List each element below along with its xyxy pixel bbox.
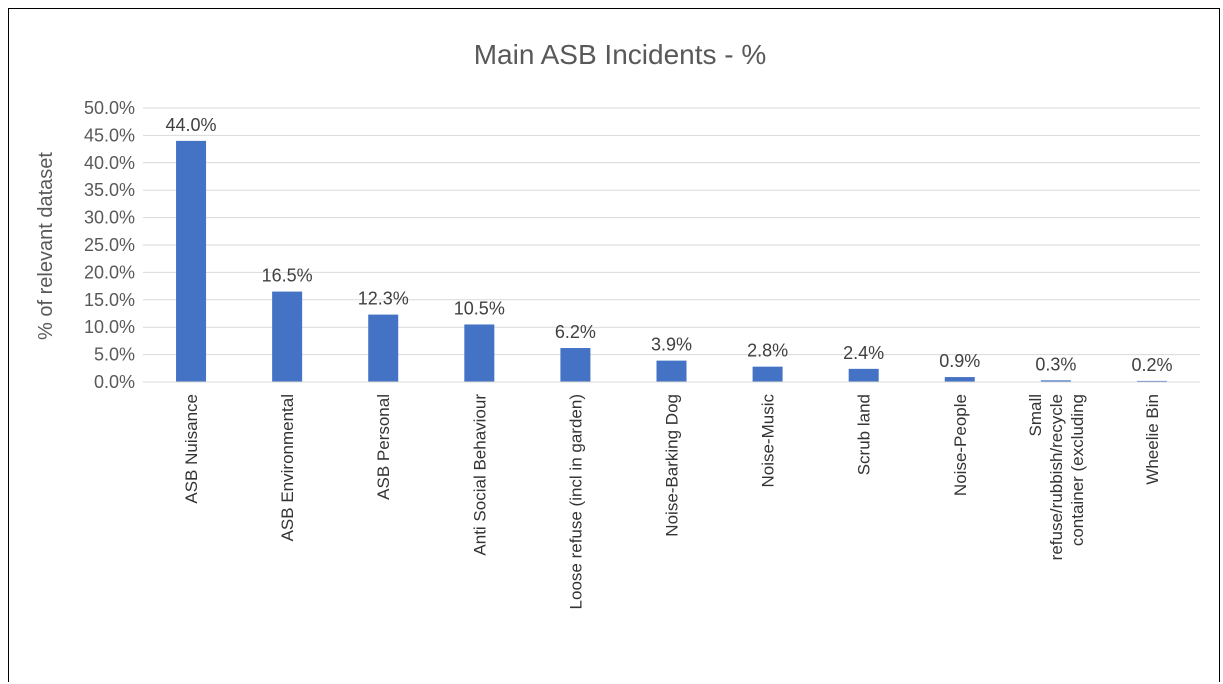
data-label: 2.8%: [747, 341, 788, 361]
data-label: 16.5%: [262, 266, 313, 286]
chart-title: Main ASB Incidents - %: [474, 39, 767, 70]
y-tick-label: 20.0%: [84, 262, 135, 282]
y-tick-label: 30.0%: [84, 208, 135, 228]
data-label: 0.9%: [939, 351, 980, 371]
x-tick-label-line: Scrub land: [855, 394, 874, 475]
x-tick-label: Scrub land: [855, 394, 874, 475]
y-tick-label: 50.0%: [84, 98, 135, 118]
y-tick-label: 35.0%: [84, 180, 135, 200]
y-tick-label: 5.0%: [94, 345, 135, 365]
x-tick-label: ASB Personal: [374, 394, 393, 500]
x-tick-label: Wheelie Bin: [1143, 394, 1162, 485]
data-label: 0.3%: [1035, 354, 1076, 374]
x-tick-label-line: Noise-People: [951, 394, 970, 496]
x-tick-label-line: Noise-Barking Dog: [663, 394, 682, 537]
data-label: 12.3%: [358, 289, 409, 309]
y-axis-ticks: 0.0% 5.0% 10.0% 15.0% 20.0% 25.0% 30.0% 35.0% 40…: [84, 98, 135, 392]
x-tick-label-line: Loose refuse (incl in garden): [566, 394, 585, 609]
data-label: 10.5%: [454, 298, 505, 318]
x-axis-ticks: ASB Nuisance ASB Environmental ASB Persona…: [182, 394, 1162, 610]
bar: [1136, 380, 1167, 382]
bar: [368, 314, 399, 382]
x-tick-label: ASB Environmental: [278, 394, 297, 541]
x-tick-label-line: Wheelie Bin: [1143, 394, 1162, 485]
y-tick-label: 40.0%: [84, 153, 135, 173]
y-tick-label: 45.0%: [84, 125, 135, 145]
bars: [176, 140, 1167, 382]
y-axis-label: % of relevant dataset: [35, 152, 57, 340]
y-tick-label: 10.0%: [84, 317, 135, 337]
x-tick-label: ASB Nuisance: [182, 394, 201, 504]
x-tick-label-line: ASB Personal: [374, 394, 393, 500]
bar: [464, 324, 495, 382]
x-tick-label: Noise-People: [951, 394, 970, 496]
x-tick-label-line: Anti Social Behaviour: [470, 394, 489, 556]
x-tick-label: Noise-Music: [759, 394, 778, 488]
bar: [272, 291, 303, 382]
bar: [176, 140, 207, 382]
x-tick-label-line: refuse/rubbish/recycle: [1047, 394, 1066, 560]
y-tick-label: 25.0%: [84, 235, 135, 255]
x-tick-label-line: Small: [1026, 394, 1045, 437]
y-tick-label: 15.0%: [84, 290, 135, 310]
x-tick-label: Small refuse/rubbish/recycle container (ex…: [1026, 394, 1087, 560]
bar: [560, 348, 591, 382]
x-tick-label: Noise-Barking Dog: [663, 394, 682, 537]
x-tick-label: Anti Social Behaviour: [470, 394, 489, 556]
data-labels: 44.0% 16.5% 12.3% 10.5% 6.2% 3.9% 2.8% 2.4% 0.9%…: [166, 115, 1173, 375]
data-label: 6.2%: [555, 322, 596, 342]
data-label: 3.9%: [651, 335, 692, 355]
bar: [848, 368, 879, 382]
bar: [1040, 380, 1071, 382]
x-tick-label-line: ASB Nuisance: [182, 394, 201, 504]
data-label: 0.2%: [1131, 355, 1172, 375]
data-label: 2.4%: [843, 343, 884, 363]
chart-frame: [8, 8, 1220, 682]
x-tick-label-line: Noise-Music: [759, 394, 778, 488]
x-tick-label: Loose refuse (incl in garden): [566, 394, 585, 609]
x-tick-label-line: ASB Environmental: [278, 394, 297, 541]
bar: [656, 360, 687, 382]
y-tick-label: 0.0%: [94, 372, 135, 392]
bar: [752, 366, 783, 382]
data-label: 44.0%: [166, 115, 217, 135]
bar: [944, 377, 975, 382]
x-tick-label-line: container (excluding: [1068, 394, 1087, 546]
gridlines: [143, 107, 1200, 356]
